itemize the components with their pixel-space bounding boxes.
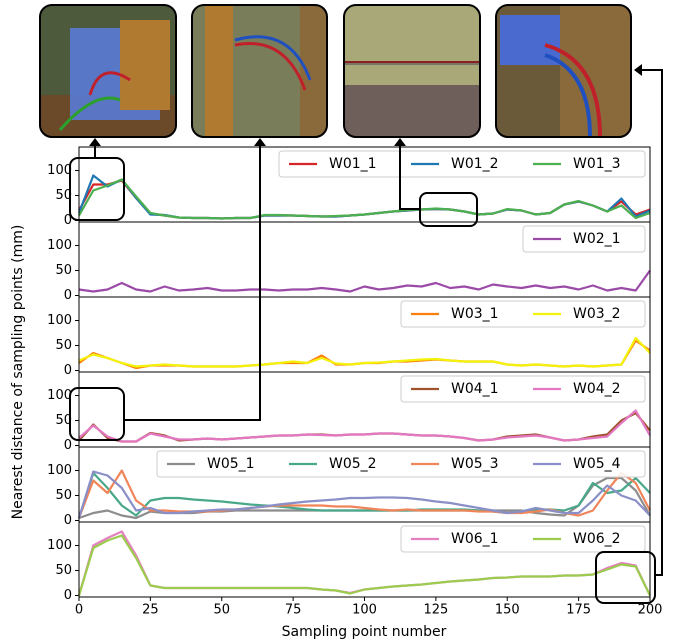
legend-label: W01_1 — [329, 156, 377, 172]
y-tick-label: 50 — [55, 338, 72, 353]
series-line — [79, 176, 650, 219]
legend-label: W05_1 — [207, 456, 255, 472]
legend-label: W02_1 — [573, 231, 621, 247]
y-tick-label: 100 — [47, 313, 72, 328]
y-tick-label: 100 — [47, 238, 72, 253]
x-tick-label: 50 — [213, 603, 230, 618]
x-tick-label: 25 — [142, 603, 159, 618]
x-tick-label: 75 — [285, 603, 302, 618]
y-tick-label: 100 — [47, 463, 72, 478]
series-line — [79, 271, 650, 292]
legend-label: W03_1 — [451, 306, 499, 322]
y-tick-label: 50 — [55, 563, 72, 578]
arrow-head — [254, 138, 266, 146]
inset-3 — [344, 5, 480, 137]
arrow-head — [634, 64, 642, 76]
x-tick-label: 175 — [566, 603, 591, 618]
y-tick-label: 50 — [55, 488, 72, 503]
legend-label: W01_2 — [451, 156, 499, 172]
y-tick-label: 0 — [64, 288, 72, 303]
y-tick-label: 0 — [64, 363, 72, 378]
legend-label: W05_2 — [329, 456, 377, 472]
series-line — [79, 411, 650, 442]
connector — [124, 140, 260, 420]
legend-label: W04_1 — [451, 381, 499, 397]
inset-1 — [40, 5, 176, 137]
y-axis-label: Nearest distance of sampling points (mm) — [10, 225, 26, 520]
y-tick-label: 0 — [64, 513, 72, 528]
y-tick-label: 0 — [64, 588, 72, 603]
legend-label: W05_3 — [451, 456, 499, 472]
series-line — [79, 181, 650, 219]
x-tick-label: 150 — [495, 603, 520, 618]
series-line — [79, 180, 650, 219]
plots: 0 50 100 W01_1 W01_2 W01_3 0 50 100 W02_1 0 50 100 W0… — [47, 147, 662, 618]
inset-2 — [192, 5, 327, 137]
x-tick-label: 100 — [352, 603, 377, 618]
arrow-head — [89, 138, 101, 146]
x-tick-label: 200 — [638, 603, 663, 618]
y-tick-label: 100 — [47, 163, 72, 178]
inset-images — [40, 5, 631, 137]
series-line — [79, 338, 650, 367]
inset-4 — [496, 5, 631, 137]
legend-label: W01_3 — [573, 156, 621, 172]
y-tick-label: 50 — [55, 263, 72, 278]
x-tick-label: 0 — [75, 603, 83, 618]
x-tick-label: 125 — [423, 603, 448, 618]
legend-label: W06_2 — [573, 531, 621, 547]
legend-label: W04_2 — [573, 381, 621, 397]
x-axis-label: Sampling point number — [282, 624, 447, 640]
arrow-head — [394, 138, 406, 146]
y-tick-label: 100 — [47, 388, 72, 403]
y-tick-label: 0 — [64, 438, 72, 453]
highlight-box — [596, 552, 655, 603]
legend-label: W05_4 — [573, 456, 621, 472]
legend-label: W06_1 — [451, 531, 499, 547]
legend-label: W03_2 — [573, 306, 621, 322]
y-tick-label: 100 — [47, 538, 72, 553]
figure: 0 50 100 W01_1 W01_2 W01_3 0 50 100 W02_1 0 50 100 W0… — [0, 0, 686, 642]
